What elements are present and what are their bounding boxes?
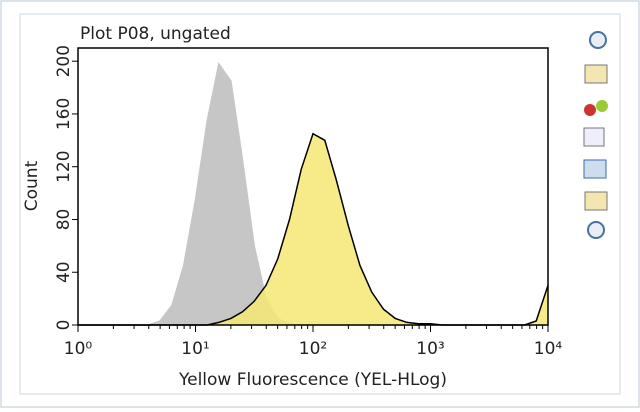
x-tick-label: 10² (299, 339, 327, 359)
y-tick-label: 160 (54, 98, 74, 130)
y-tick-label: 80 (54, 209, 74, 231)
zoom-out-icon[interactable] (587, 221, 605, 239)
x-axis-label: Yellow Fluorescence (YEL-HLog) (178, 370, 447, 390)
y-tick-label: 0 (54, 320, 74, 331)
area-fill (78, 63, 548, 326)
x-tick-label: 10⁴ (534, 339, 563, 359)
stats-icon[interactable] (583, 159, 607, 179)
color-icon-2 (596, 100, 608, 112)
x-tick-label: 10⁰ (64, 339, 93, 359)
color-icon[interactable] (584, 104, 596, 116)
export-icon[interactable] (583, 127, 605, 147)
x-tick-label: 10³ (416, 339, 444, 359)
x-tick-label: 10¹ (181, 339, 209, 359)
toolbar (583, 31, 608, 239)
chart-title: Plot P08, ungated (80, 24, 231, 44)
copy-icon[interactable] (584, 64, 608, 84)
y-axis-label: Count (22, 160, 42, 211)
zoom-in-icon[interactable] (589, 31, 607, 49)
y-tick-label: 120 (54, 150, 74, 182)
y-tick-label: 40 (54, 261, 74, 283)
y-tick-label: 200 (54, 45, 74, 77)
settings-icon[interactable] (584, 191, 608, 211)
area-fill (78, 133, 548, 325)
